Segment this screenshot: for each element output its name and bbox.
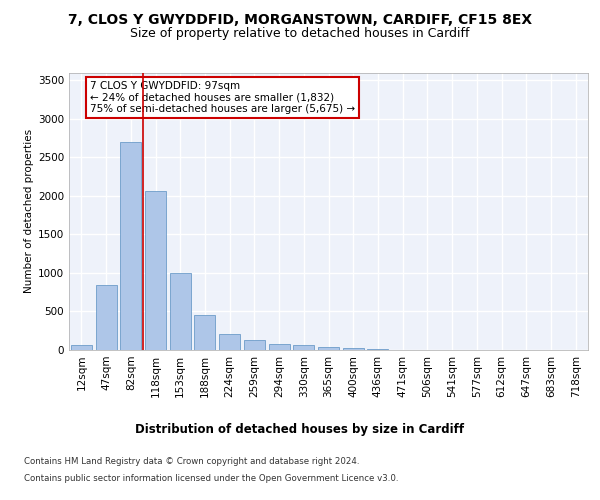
Bar bbox=[269, 344, 290, 350]
Bar bbox=[219, 334, 240, 350]
Text: Size of property relative to detached houses in Cardiff: Size of property relative to detached ho… bbox=[130, 28, 470, 40]
Bar bbox=[244, 340, 265, 350]
Bar bbox=[95, 285, 116, 350]
Text: Contains HM Land Registry data © Crown copyright and database right 2024.: Contains HM Land Registry data © Crown c… bbox=[24, 458, 359, 466]
Bar bbox=[194, 316, 215, 350]
Text: Contains public sector information licensed under the Open Government Licence v3: Contains public sector information licen… bbox=[24, 474, 398, 483]
Bar bbox=[293, 346, 314, 350]
Bar bbox=[367, 349, 388, 350]
Text: 7, CLOS Y GWYDDFID, MORGANSTOWN, CARDIFF, CF15 8EX: 7, CLOS Y GWYDDFID, MORGANSTOWN, CARDIFF… bbox=[68, 12, 532, 26]
Bar bbox=[343, 348, 364, 350]
Text: 7 CLOS Y GWYDDFID: 97sqm
← 24% of detached houses are smaller (1,832)
75% of sem: 7 CLOS Y GWYDDFID: 97sqm ← 24% of detach… bbox=[90, 81, 355, 114]
Bar bbox=[318, 346, 339, 350]
Y-axis label: Number of detached properties: Number of detached properties bbox=[24, 129, 34, 294]
Text: Distribution of detached houses by size in Cardiff: Distribution of detached houses by size … bbox=[136, 422, 464, 436]
Bar bbox=[120, 142, 141, 350]
Bar bbox=[145, 191, 166, 350]
Bar bbox=[170, 273, 191, 350]
Bar bbox=[71, 346, 92, 350]
